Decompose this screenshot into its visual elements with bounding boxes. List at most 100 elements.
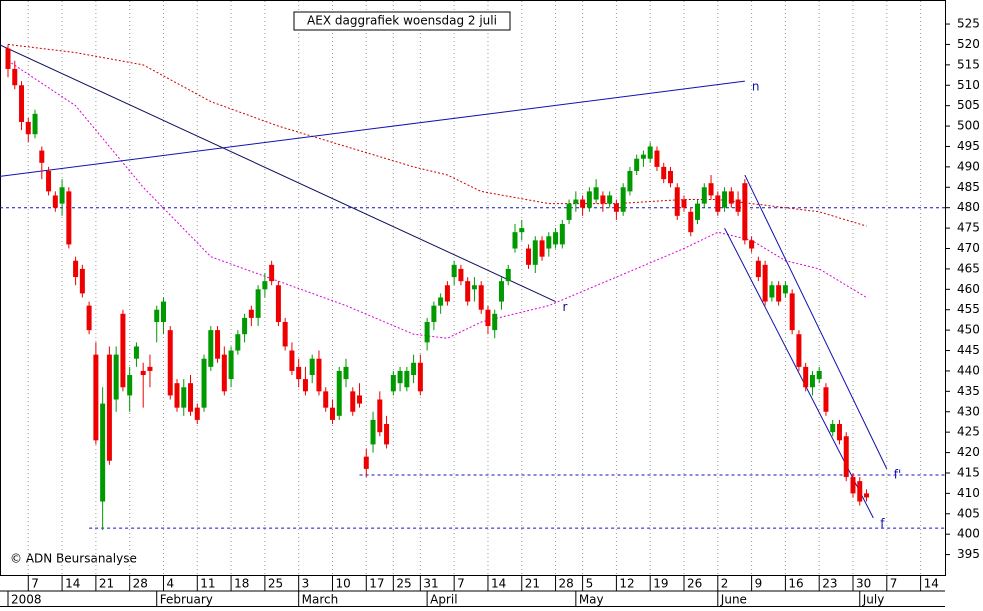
candle-body [688,211,694,233]
candle-body [627,170,633,192]
candle-body [201,358,207,408]
candle-body [431,305,437,322]
candle-body [133,346,139,359]
candle-body [613,203,619,212]
candle-body [282,321,288,347]
trendline-label: n [752,80,760,94]
candle-body [728,191,734,204]
x-tick-label: 25 [268,577,283,591]
candle-body [417,362,423,392]
candle-body [323,391,329,408]
month-label: April [430,593,457,607]
candle-body [160,301,166,322]
x-tick-label: 9 [755,577,763,591]
candle-body [248,309,254,318]
candle-body [438,297,444,306]
candle-body [593,187,599,200]
x-tick-label: 14 [65,577,80,591]
candle-body [390,375,396,392]
x-tick-label: 5 [586,577,594,591]
candle-body [526,248,532,265]
y-tick-label: 465 [957,261,980,275]
candle-body [667,170,673,184]
candle-body [302,379,308,392]
candle-body [485,309,491,327]
y-tick-label: 440 [957,363,980,377]
candle-body [735,199,741,212]
x-tick-label: 30 [856,577,871,591]
trendline [0,80,745,177]
candle-body [850,477,856,494]
candle-body [329,407,335,420]
y-tick-label: 445 [957,343,980,357]
candle-body [140,370,146,376]
candle-body [370,419,376,445]
candle-body [106,354,112,461]
candle-body [336,370,342,416]
candle-body [681,199,687,208]
y-tick-label: 525 [957,17,980,31]
candle-body [823,387,829,412]
x-tick-label: 11 [200,577,215,591]
x-tick-label: 31 [423,577,438,591]
candle-body [289,350,295,371]
candle-body [5,48,11,69]
candle-body [620,187,626,212]
candle-body [174,383,180,408]
candle-body [194,407,200,420]
x-tick-label: 21 [99,577,114,591]
candle-body [39,150,45,163]
month-label: 2008 [11,593,42,607]
candle-body [363,456,369,469]
candle-body [181,387,187,408]
plot-frame [0,0,946,576]
candle-body [25,121,31,135]
candle-body [701,187,707,204]
candle-body [796,334,802,367]
candle-body [208,330,214,367]
candle-body [458,268,464,282]
candle-body [830,423,836,433]
candle-body [498,281,504,302]
y-tick-label: 450 [957,323,980,337]
candle-body [12,68,18,86]
candle-body [154,309,160,322]
candle-body [52,195,58,208]
candle-body [512,232,518,249]
x-tick-label: 23 [822,577,837,591]
candle-body [350,391,356,412]
moving-average [7,43,867,227]
y-tick-label: 400 [957,527,980,541]
x-tick-label: 21 [525,577,540,591]
candle-body [66,191,72,245]
candle-body [640,154,646,159]
y-tick-label: 520 [957,37,980,51]
x-tick-label: 7 [890,577,898,591]
candle-body [19,85,25,122]
candle-body [695,203,701,220]
y-tick-label: 455 [957,302,980,316]
candle-body [275,285,281,322]
candle-body [573,199,579,204]
candle-body [343,366,349,380]
x-tick-label: 7 [31,577,39,591]
candle-body [404,370,410,388]
x-tick-label: 28 [559,577,574,591]
candle-body [86,305,92,331]
candle-body [661,166,667,180]
x-tick-label: 19 [653,577,668,591]
candle-body [444,285,450,302]
candle-body [647,146,653,159]
candle-body [255,289,261,318]
candle-body [465,281,471,302]
candle-body [492,313,498,331]
x-tick-label: 4 [166,577,174,591]
candle-body [471,285,477,290]
candle-body [505,268,511,282]
candle-body [803,366,809,388]
trendline [0,44,556,303]
candle-body [789,293,795,331]
candle-body [242,317,248,335]
